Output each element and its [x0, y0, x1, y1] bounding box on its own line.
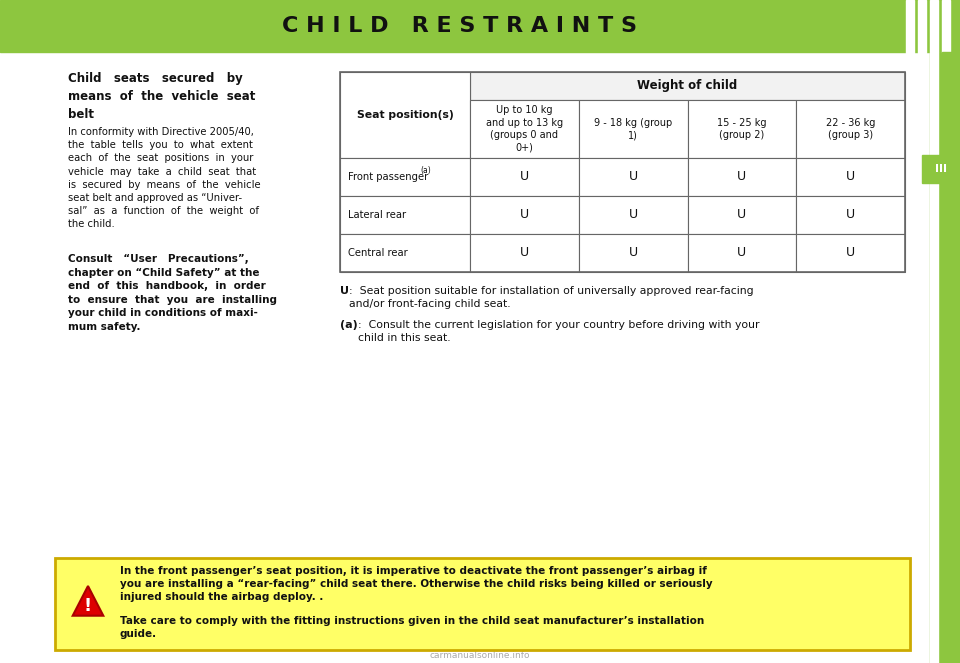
Text: 109: 109	[888, 638, 912, 652]
Text: C H I L D   R E S T R A I N T S: C H I L D R E S T R A I N T S	[282, 16, 637, 36]
Text: carmanualsonline.info: carmanualsonline.info	[430, 652, 530, 660]
Bar	[687, 234, 796, 272]
Text: (a): (a)	[340, 320, 358, 330]
Text: U: U	[340, 286, 349, 296]
Text: 9 - 18 kg (group
1): 9 - 18 kg (group 1)	[594, 118, 672, 140]
Bar	[470, 72, 905, 100]
Bar	[918, 52, 926, 663]
Bar	[906, 0, 914, 52]
Bar	[340, 234, 470, 272]
Bar	[55, 558, 910, 650]
Text: :  Consult the current legislation for your country before driving with your
chi: : Consult the current legislation for yo…	[358, 320, 759, 343]
Bar	[930, 52, 938, 663]
Bar	[470, 196, 579, 234]
Bar	[687, 196, 796, 234]
Bar	[579, 196, 687, 234]
Text: Child   seats   secured   by
means  of  the  vehicle  seat
belt: Child seats secured by means of the vehi…	[68, 72, 255, 121]
Bar	[0, 0, 960, 52]
Text: III: III	[935, 164, 947, 174]
Bar	[579, 158, 687, 196]
Bar	[470, 100, 579, 158]
Bar	[340, 72, 905, 272]
Text: 15 - 25 kg
(group 2): 15 - 25 kg (group 2)	[717, 118, 767, 140]
Bar	[579, 234, 687, 272]
Text: U: U	[846, 170, 855, 184]
Bar	[687, 100, 796, 158]
Bar	[922, 155, 960, 183]
Bar	[930, 52, 960, 663]
Bar	[796, 158, 905, 196]
Text: 22 - 36 kg
(group 3): 22 - 36 kg (group 3)	[826, 118, 876, 140]
Bar	[942, 0, 950, 52]
Text: Lateral rear: Lateral rear	[348, 210, 406, 220]
Text: Seat position(s): Seat position(s)	[356, 110, 453, 120]
Bar	[470, 234, 579, 272]
Text: U: U	[846, 208, 855, 221]
Text: (a): (a)	[420, 166, 431, 176]
Bar	[579, 100, 687, 158]
Text: Weight of child: Weight of child	[637, 80, 737, 93]
Text: Consult   “User   Precautions”,
chapter on “Child Safety” at the
end  of  this  : Consult “User Precautions”, chapter on “…	[68, 254, 277, 332]
Bar	[796, 100, 905, 158]
Text: U: U	[629, 247, 637, 259]
Bar	[340, 158, 470, 196]
Text: U: U	[629, 208, 637, 221]
Bar	[340, 72, 470, 158]
Bar	[687, 158, 796, 196]
Text: :  Seat position suitable for installation of universally approved rear-facing
a: : Seat position suitable for installatio…	[349, 286, 754, 309]
Text: U: U	[737, 170, 747, 184]
Bar	[470, 158, 579, 196]
Text: Up to 10 kg
and up to 13 kg
(groups 0 and
0+): Up to 10 kg and up to 13 kg (groups 0 an…	[486, 105, 563, 152]
Text: !: !	[84, 597, 92, 615]
Bar	[918, 0, 926, 52]
Text: In conformity with Directive 2005/40,
the  table  tells  you  to  what  extent
e: In conformity with Directive 2005/40, th…	[68, 127, 260, 229]
Bar	[906, 52, 914, 663]
Bar	[796, 234, 905, 272]
Text: U: U	[519, 208, 529, 221]
Text: U: U	[629, 170, 637, 184]
Text: U: U	[737, 208, 747, 221]
Text: Front passenger: Front passenger	[348, 172, 428, 182]
Text: U: U	[737, 247, 747, 259]
Text: U: U	[519, 170, 529, 184]
Bar	[942, 52, 960, 663]
Text: Take care to comply with the fitting instructions given in the child seat manufa: Take care to comply with the fitting ins…	[120, 616, 705, 638]
Text: In the front passenger’s seat position, it is imperative to deactivate the front: In the front passenger’s seat position, …	[120, 566, 712, 601]
Bar	[930, 0, 938, 52]
Bar	[340, 196, 470, 234]
Text: U: U	[846, 247, 855, 259]
Bar	[796, 196, 905, 234]
Text: Central rear: Central rear	[348, 248, 408, 258]
Polygon shape	[73, 586, 104, 616]
Text: U: U	[519, 247, 529, 259]
